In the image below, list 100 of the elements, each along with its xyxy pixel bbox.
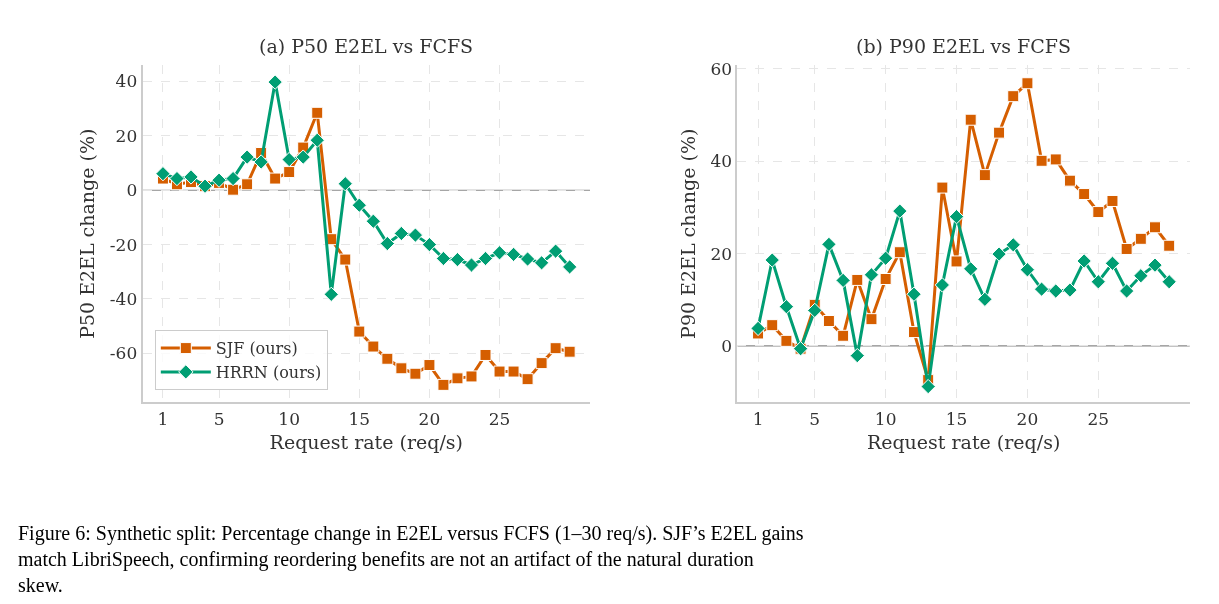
point: [1048, 283, 1064, 299]
point: [241, 178, 254, 191]
point: [977, 291, 993, 307]
point: [849, 347, 865, 364]
point: [1147, 257, 1163, 273]
x-tick-label: 25: [488, 408, 511, 429]
point: [423, 359, 436, 372]
point: [437, 378, 450, 391]
point: [877, 250, 894, 266]
point: [1134, 232, 1147, 245]
point: [381, 352, 394, 365]
point: [1163, 239, 1176, 252]
point: [865, 313, 878, 326]
legend-label: SJF (ours): [215, 339, 298, 359]
point: [837, 329, 850, 342]
point: [365, 213, 381, 229]
point: [519, 251, 536, 267]
point: [934, 277, 950, 293]
point: [1133, 268, 1149, 284]
point: [1090, 274, 1106, 290]
point: [463, 257, 480, 273]
point: [535, 357, 548, 370]
point: [879, 272, 892, 285]
point: [505, 246, 522, 263]
point: [991, 246, 1007, 262]
point: [451, 372, 464, 385]
point: [1104, 255, 1121, 271]
point: [155, 166, 171, 182]
point: [227, 183, 240, 196]
point: [367, 340, 380, 353]
point: [435, 250, 452, 267]
x-tick-label: 20: [418, 408, 441, 429]
point: [1062, 282, 1078, 298]
point: [906, 286, 922, 302]
y-tick-label: -20: [109, 234, 138, 255]
point: [993, 126, 1006, 139]
caption: Figure 6: Synthetic split: Percentage change in E2EL versus FCFS (1–30 req/s). SJF’s E2EL gains match LibriSpeech, confirming reordering benefits are not an artifact of the natural duration skew.: [18, 522, 804, 596]
point: [978, 169, 991, 182]
x-tick-label: 5: [213, 408, 225, 429]
x-tick-label: 10: [874, 408, 897, 429]
point: [491, 245, 508, 261]
point: [863, 267, 880, 283]
point: [562, 259, 578, 275]
x-axis-title: Request rate (req/s): [269, 430, 464, 453]
point: [807, 302, 823, 319]
y-tick-label: -60: [109, 343, 138, 364]
point: [1161, 274, 1177, 290]
x-tick-label: 1: [157, 408, 169, 429]
point: [493, 365, 506, 378]
point: [211, 172, 227, 188]
point: [323, 286, 339, 303]
point: [281, 151, 297, 168]
point: [477, 250, 494, 267]
point: [1076, 253, 1092, 269]
point: [851, 273, 864, 286]
y-tick-label: 40: [115, 71, 138, 92]
point: [835, 272, 851, 289]
chart-title: (b) P90 E2EL vs FCFS: [856, 35, 1071, 57]
x-tick-label: 15: [348, 408, 371, 429]
point: [239, 149, 255, 165]
point: [407, 227, 424, 243]
point: [267, 74, 283, 90]
x-tick-label: 15: [945, 408, 968, 429]
point: [409, 367, 422, 380]
point: [764, 252, 780, 268]
point: [449, 251, 466, 268]
point: [920, 378, 936, 395]
point: [963, 261, 979, 277]
y-tick-label: 20: [115, 125, 138, 146]
point: [311, 106, 324, 119]
point: [379, 235, 395, 252]
y-tick-label: -40: [109, 288, 138, 309]
point: [750, 320, 766, 337]
point: [421, 236, 438, 253]
point: [337, 176, 353, 192]
point: [1078, 188, 1091, 201]
point: [948, 209, 965, 225]
x-axis-title: Request rate (req/s): [866, 430, 1061, 453]
point: [547, 243, 564, 259]
chart-title: (a) P50 E2EL vs FCFS: [259, 35, 474, 57]
point: [892, 203, 908, 219]
point: [295, 149, 311, 165]
point: [465, 370, 478, 383]
y-tick-label: 60: [710, 58, 733, 79]
point: [269, 172, 282, 185]
point: [393, 225, 410, 242]
point: [309, 132, 325, 148]
point: [521, 373, 534, 386]
legend-label: HRRN (ours): [215, 363, 322, 383]
point: [1049, 153, 1062, 166]
y-tick-label: 0: [721, 335, 733, 356]
x-tick-label: 10: [278, 408, 300, 429]
point: [893, 246, 906, 259]
point: [549, 342, 562, 355]
point: [778, 299, 795, 315]
point: [1119, 283, 1135, 299]
point: [507, 365, 520, 378]
point: [950, 255, 963, 268]
point: [1019, 262, 1036, 278]
point: [1007, 90, 1020, 103]
